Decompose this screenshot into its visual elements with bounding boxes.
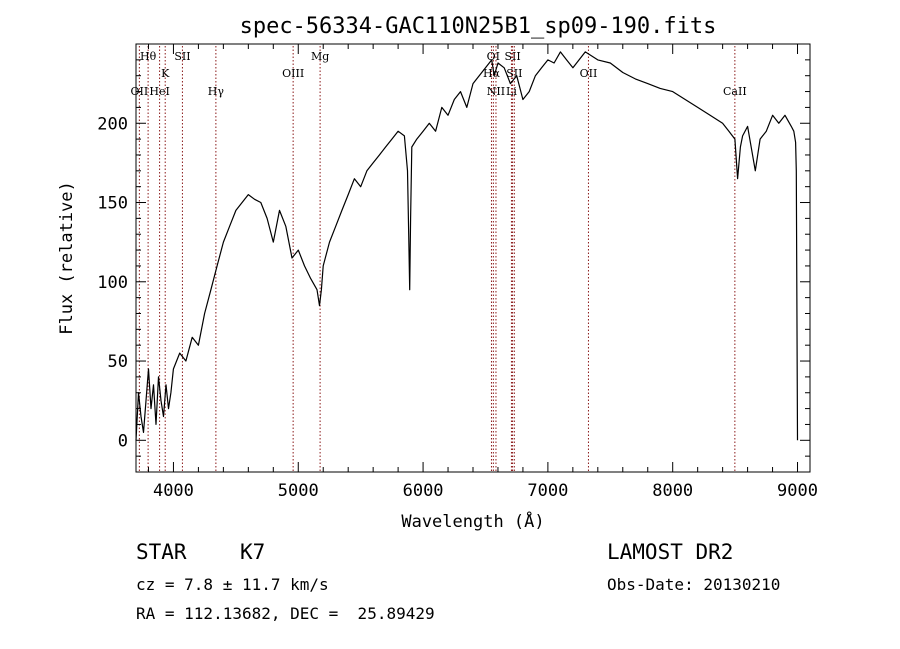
line-label: Hγ [208,85,225,98]
survey-name: LAMOST DR2 [607,540,734,564]
object-subclass: K7 [240,540,266,564]
line-label: Mg [311,50,329,63]
x-tick-label: 5000 [278,481,319,501]
y-tick-label: 50 [108,352,128,372]
y-tick-label: 100 [97,273,128,293]
x-tick-label: 8000 [652,481,693,501]
line-label: SII [506,67,522,80]
plot-frame [135,43,811,473]
y-tick-label: 200 [97,114,128,134]
x-tick-label: 7000 [527,481,568,501]
line-label: SII [504,50,520,63]
chart-title: spec-56334-GAC110N25B1_sp09-190.fits [240,14,717,39]
line-label: HeI [149,85,169,98]
line-label: Hθ [140,50,157,63]
object-class: STAR [136,540,187,564]
line-label: OI [487,50,500,63]
line-label: NII [487,85,505,98]
line-label: CaII [723,85,747,98]
line-label: Li [506,85,517,98]
y-axis-label: Flux (relative) [57,181,77,335]
redshift-readout: cz = 7.8 ± 11.7 km/s [136,575,329,594]
y-tick-label: 150 [97,194,128,214]
axis-ticks: 4000 5000 6000 7000 8000 9000 0 50 100 150 200 [97,44,818,501]
spectrum-series [135,51,799,441]
x-tick-label: 9000 [777,481,818,501]
x-axis-label: Wavelength (Å) [401,510,544,532]
line-label: Hα [483,67,501,80]
x-tick-label: 4000 [153,481,194,501]
line-label: OII [580,67,598,80]
coordinates-readout: RA = 112.13682, DEC = 25.89429 [136,604,435,623]
y-tick-label: 0 [118,431,128,451]
x-tick-label: 6000 [403,481,444,501]
line-label: OIII [282,67,304,80]
line-label: K [161,67,170,80]
observation-date: Obs-Date: 20130210 [607,575,781,594]
line-label: SII [174,50,190,63]
